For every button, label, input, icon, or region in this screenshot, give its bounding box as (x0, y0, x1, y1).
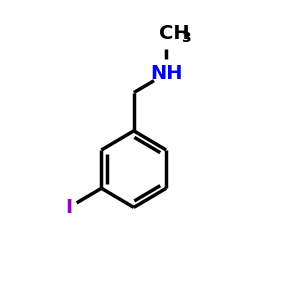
Text: 3: 3 (182, 31, 191, 45)
Text: NH: NH (150, 64, 182, 83)
Text: I: I (65, 198, 73, 217)
Text: CH: CH (159, 24, 190, 43)
